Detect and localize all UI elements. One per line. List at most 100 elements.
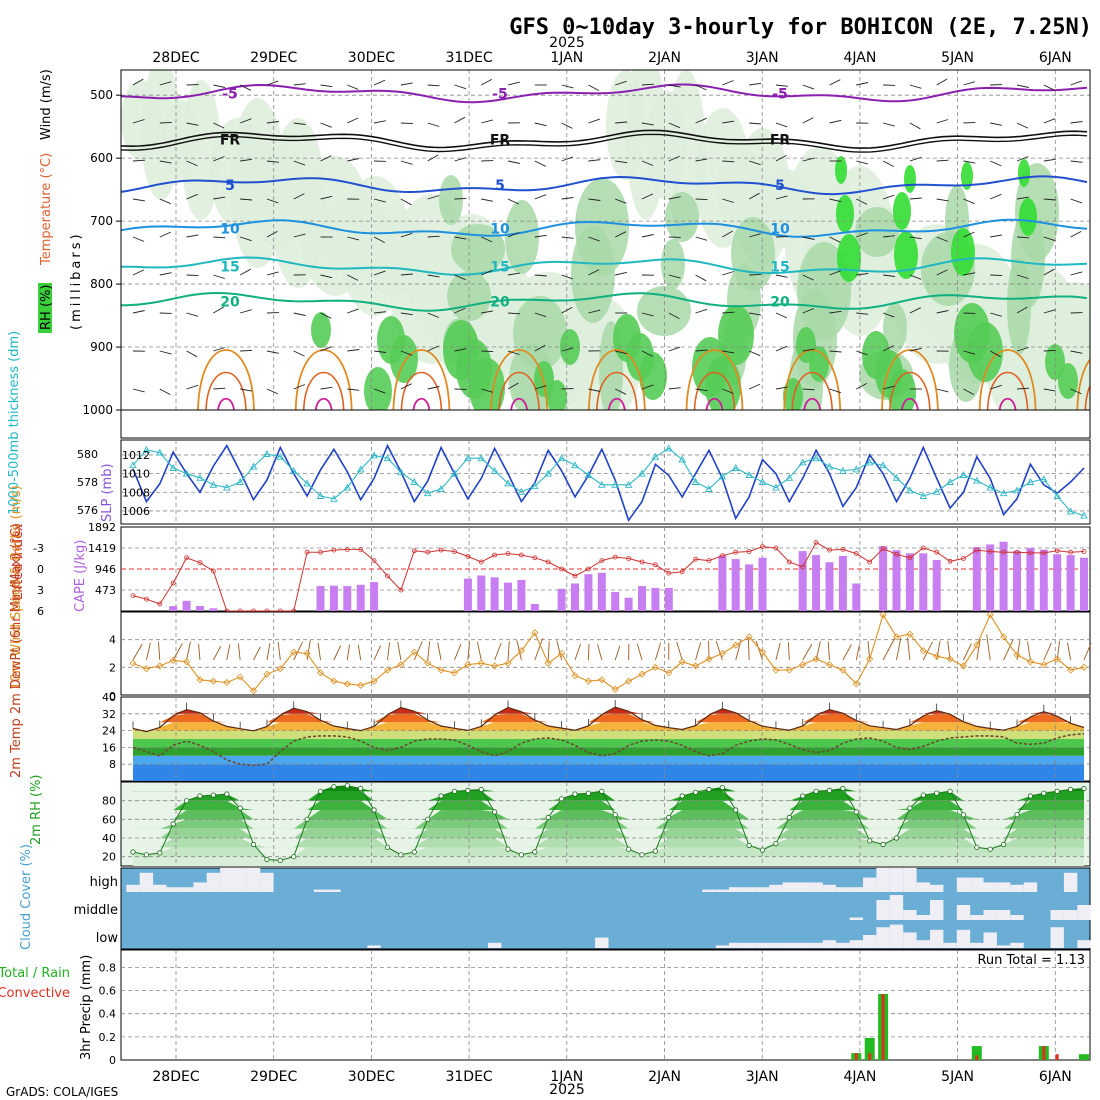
- lifted-index-point: [1014, 549, 1020, 555]
- rh-point: [505, 846, 511, 852]
- rh-shade-saturated: [835, 156, 847, 184]
- wind-barb: [856, 198, 868, 205]
- rh-axis: 80 60 40 20: [102, 795, 116, 864]
- rh-point: [612, 812, 618, 818]
- wind-speed-point: [397, 661, 405, 669]
- thickness-point: [758, 478, 767, 485]
- wind-barb: [963, 388, 975, 395]
- lifted-index-point: [184, 555, 190, 561]
- rh-point: [277, 857, 283, 864]
- wind-barb: [400, 273, 413, 276]
- wind-tick-label: 2: [109, 661, 116, 674]
- wind-barb: [213, 347, 225, 352]
- wind-barb: [668, 196, 681, 200]
- surface-wind-barb: [387, 642, 391, 661]
- cape-bar: [504, 582, 512, 611]
- lifted-index-point: [987, 549, 993, 554]
- wind-barb: [829, 310, 842, 314]
- lifted-index-point: [505, 551, 511, 556]
- wind-speed-point: [785, 666, 793, 674]
- thickness-point: [1040, 475, 1048, 483]
- wind-speed-point: [933, 652, 941, 660]
- temperature-band: [133, 747, 1084, 756]
- cloud-bar-middle: [916, 915, 930, 920]
- cloud-bar-high: [193, 882, 207, 892]
- rh-point: [425, 816, 431, 822]
- wind-barb: [722, 198, 734, 203]
- wind-barb: [561, 156, 574, 162]
- wind-barb: [668, 387, 681, 390]
- wind-speed-point: [491, 662, 499, 670]
- rh-shade-dark: [718, 305, 754, 365]
- surface-wind-barb: [198, 643, 201, 661]
- rh-shading: [121, 70, 1090, 410]
- cape-bar: [838, 555, 847, 611]
- wind-barb: [856, 82, 869, 86]
- cloud-bar-high: [1010, 884, 1024, 892]
- rh-point: [130, 849, 136, 855]
- wind-barb: [374, 120, 386, 124]
- wind-speed-point: [986, 611, 994, 619]
- wind-barb: [427, 195, 440, 200]
- surface-wind-barb: [574, 643, 581, 661]
- wind-barb: [347, 84, 359, 90]
- cape-tick-label: 1419: [88, 542, 116, 555]
- cape-bar: [1066, 555, 1075, 611]
- wind-barb: [749, 82, 762, 86]
- date-label-bottom: 6JAN: [1039, 1069, 1072, 1085]
- cape-bar: [356, 584, 365, 611]
- cape-bar: [343, 586, 352, 611]
- wind-speed-point: [866, 655, 874, 663]
- wind-speed-point: [705, 655, 713, 663]
- date-label-top: 2JAN: [648, 50, 681, 66]
- wind-barb: [775, 84, 788, 87]
- surface-wind-barb: [476, 641, 482, 661]
- precip-total-bar: [864, 1038, 875, 1060]
- isotherm-line: [121, 256, 1088, 276]
- wind-barb: [748, 192, 760, 200]
- rh-point: [692, 789, 699, 795]
- thickness-point: [624, 480, 633, 488]
- thickness-point: [705, 485, 713, 492]
- wind-barb: [132, 119, 145, 124]
- wind-barb: [641, 160, 654, 166]
- rh-point: [558, 796, 565, 802]
- wind-barb: [1016, 156, 1029, 162]
- thickness-point: [142, 445, 151, 453]
- wind-barb: [749, 312, 762, 316]
- thickness-point: [397, 468, 405, 476]
- isotherm-30-loop: [400, 371, 443, 410]
- wind-barb: [293, 160, 306, 166]
- cape-bar: [972, 547, 981, 611]
- wind-barb: [213, 236, 226, 239]
- precip-convective-legend: Convective: [0, 986, 70, 1001]
- upper-air-panel: -5 -5 -5 FR FR FR 5 5 5 10 10 10 15 15 15 20 20 20 500 600…: [38, 69, 1091, 439]
- rh-point: [224, 791, 230, 797]
- wind-barb: [374, 311, 387, 314]
- wind-barb: [240, 198, 253, 201]
- wind-barb: [481, 269, 493, 276]
- cloud-bar-high: [166, 887, 180, 892]
- cloud-bar-low: [970, 942, 984, 948]
- wind-barb: [481, 350, 494, 353]
- isotherm-contours: -5 -5 -5 FR FR FR 5 5 5 10 10 10 15 15 15 20 20 20: [121, 83, 1090, 410]
- wind-barb: [534, 160, 546, 167]
- rh-band: [133, 828, 1084, 838]
- surface-wind-barb: [855, 644, 860, 661]
- wind-barb: [936, 198, 949, 202]
- wind-speed-point: [196, 676, 204, 684]
- wind-barb: [722, 230, 733, 238]
- rh-shade-saturated: [894, 231, 918, 279]
- cloud-bar-high: [1023, 882, 1038, 892]
- cape-bar: [651, 587, 660, 611]
- isotherm-30-loop: [889, 371, 931, 410]
- wind-barb: [615, 271, 628, 276]
- cloud-bar-high: [179, 887, 194, 892]
- temperature-band: [133, 707, 1084, 714]
- rh-shade-dark: [377, 316, 405, 364]
- wind-barb: [481, 310, 494, 314]
- surface-wind-barb: [907, 637, 911, 661]
- wind-barb: [213, 122, 225, 129]
- precip-convective-bar: [1055, 1054, 1059, 1060]
- wind-barb: [293, 312, 306, 316]
